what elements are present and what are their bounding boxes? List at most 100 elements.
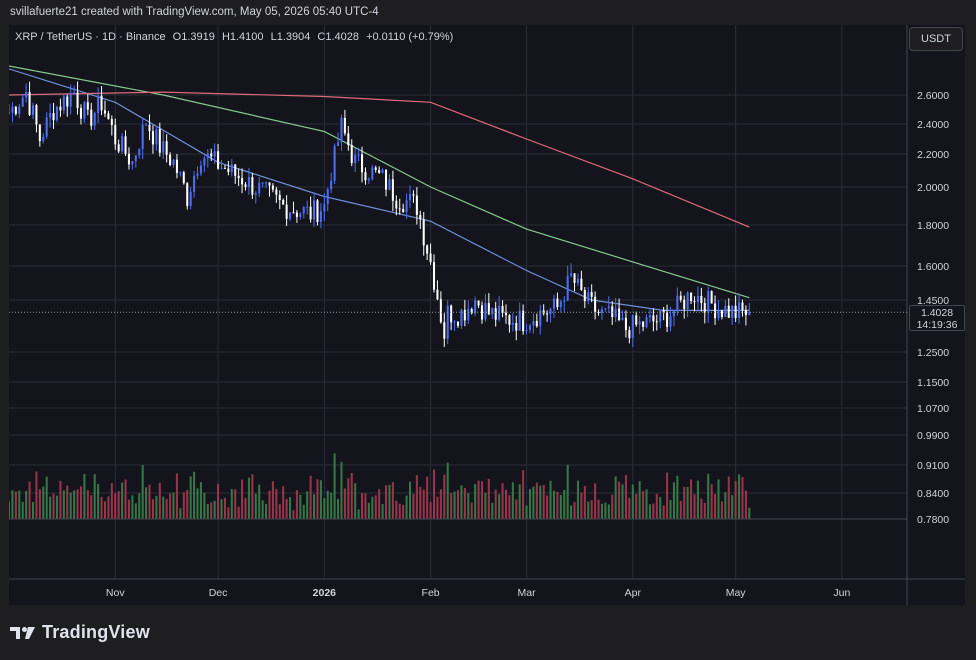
volume-bar	[402, 504, 405, 519]
volume-bar	[624, 475, 627, 519]
candle-body	[628, 330, 631, 339]
volume-bar	[648, 504, 651, 519]
candle-body	[576, 278, 579, 284]
volume-bar	[570, 505, 573, 519]
candle-body	[741, 302, 744, 311]
volume-bar	[453, 491, 456, 519]
volume-bar	[398, 503, 401, 519]
currency-button[interactable]: USDT	[909, 27, 963, 51]
volume-bar	[498, 494, 501, 519]
candle-body	[313, 200, 316, 220]
candle-body	[220, 167, 223, 169]
volume-bar	[443, 474, 446, 519]
volume-bar	[559, 494, 562, 519]
candle-body	[131, 161, 134, 165]
volume-bar	[710, 484, 713, 519]
candle-body	[443, 322, 446, 339]
time-tick-label: Feb	[422, 587, 440, 599]
candle-body	[463, 309, 466, 321]
volume-bar	[429, 501, 432, 519]
volume-bar	[405, 495, 408, 519]
volume-bar	[731, 495, 734, 519]
candle-body	[14, 106, 17, 114]
candle-body	[357, 154, 360, 156]
candle-body	[518, 310, 521, 331]
candle-body	[511, 323, 514, 325]
candle-body	[251, 177, 254, 195]
price-tick-label: 1.1500	[917, 377, 949, 389]
price-tick-label: 2.6000	[917, 90, 949, 102]
candle-body	[350, 145, 353, 164]
candle-body	[93, 113, 96, 126]
volume-bar	[165, 498, 168, 519]
volume-bar	[73, 490, 76, 519]
volume-bar	[686, 487, 689, 519]
volume-bar	[271, 481, 274, 519]
candle-body	[714, 303, 717, 319]
candle-body	[179, 172, 182, 174]
price-tick-label: 2.2000	[917, 149, 949, 161]
volume-bar	[580, 492, 583, 519]
candle-body	[364, 172, 367, 181]
candle-body	[83, 102, 86, 119]
candle-body	[744, 310, 747, 316]
candle-body	[323, 203, 326, 212]
candle-body	[175, 159, 178, 173]
candle-body	[182, 172, 185, 184]
volume-bar	[254, 493, 257, 519]
candle-body	[604, 308, 607, 310]
volume-bar	[734, 480, 737, 519]
candle-body	[213, 151, 216, 157]
candle-body	[114, 125, 117, 145]
volume-bar	[748, 507, 751, 519]
candle-body	[686, 292, 689, 309]
volume-bar	[35, 471, 38, 519]
candle-body	[278, 194, 281, 200]
volume-bar	[518, 484, 521, 519]
volume-bar	[347, 478, 350, 519]
volume-bar	[90, 495, 93, 519]
candle-body	[49, 113, 52, 118]
candle-body	[162, 141, 165, 153]
candle-body	[494, 308, 497, 320]
volume-bar	[141, 464, 144, 519]
candle-body	[244, 184, 247, 188]
volume-bar	[738, 474, 741, 519]
candle-body	[439, 299, 442, 323]
volume-bar	[354, 483, 357, 519]
candle-body	[52, 113, 55, 121]
volume-bar	[182, 492, 185, 519]
volume-bar	[714, 494, 717, 519]
tradingview-logo-icon	[10, 626, 35, 639]
volume-bar	[683, 486, 686, 519]
candle-body	[559, 301, 562, 308]
candle-body	[316, 200, 319, 222]
price-tick-label: 0.9900	[917, 430, 949, 442]
candle-body	[121, 136, 124, 152]
volume-bar	[474, 484, 477, 519]
candle-body	[268, 182, 271, 186]
volume-bar	[79, 486, 83, 519]
candle-body	[38, 124, 41, 142]
chart-area[interactable]: 2.6000 2.4000 2.2000 2.0000 1.8000 1.6000 1.45…	[9, 25, 965, 605]
volume-bar	[374, 495, 377, 519]
time-tick-label: May	[726, 587, 747, 599]
candle-body	[227, 168, 230, 172]
candle-body	[638, 321, 641, 325]
volume-bar	[155, 495, 158, 519]
candle-body	[326, 189, 329, 204]
volume-bar	[412, 493, 415, 519]
candle-body	[141, 124, 144, 150]
volume-bar	[463, 488, 466, 519]
candle-body	[480, 305, 484, 320]
volume-bar	[131, 495, 134, 519]
price-tick-label: 1.6000	[917, 261, 949, 273]
candle-body	[271, 185, 274, 190]
candlestick-chart[interactable]: 2.6000 2.4000 2.2000 2.0000 1.8000 1.6000 1.45…	[9, 25, 965, 605]
volume-bar	[306, 491, 309, 519]
symbol-label[interactable]: XRP / TetherUS · 1D · Binance	[15, 31, 166, 43]
candle-body	[566, 275, 569, 301]
volume-bar	[655, 493, 658, 519]
last-price-value: 1.4028	[920, 307, 954, 319]
candle-body	[467, 308, 470, 321]
